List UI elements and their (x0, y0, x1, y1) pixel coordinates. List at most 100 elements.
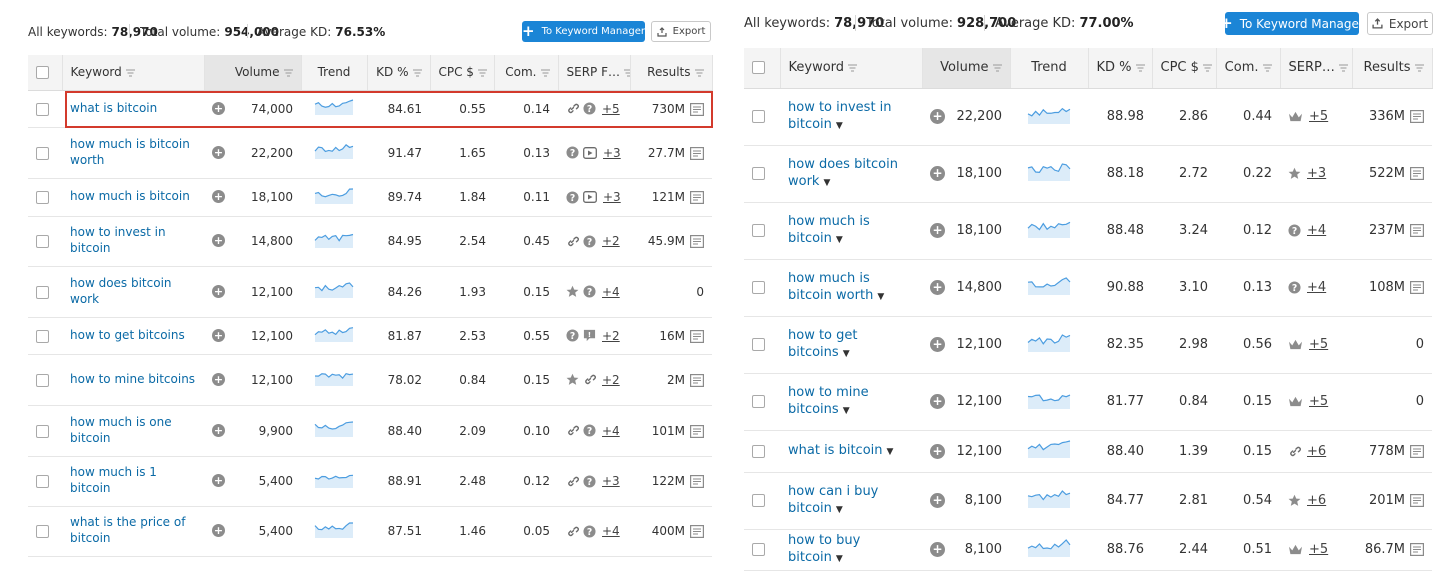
keyword-link[interactable]: how to mine bitcoins ▼ (788, 384, 869, 417)
serp-snapshot-icon[interactable] (690, 475, 704, 488)
volume-header[interactable]: Volume (922, 48, 1011, 89)
add-to-list-icon[interactable]: + (930, 337, 945, 352)
row-checkbox[interactable] (36, 475, 49, 488)
serp-snapshot-icon[interactable] (1410, 281, 1424, 294)
serp-more-link[interactable]: +3 (603, 190, 621, 204)
competition-header[interactable]: Com. (494, 55, 559, 91)
serp-snapshot-icon[interactable] (690, 424, 704, 438)
serp-more-link[interactable]: +4 (602, 284, 620, 299)
caret-down-icon[interactable]: ▼ (842, 405, 850, 416)
row-checkbox[interactable] (36, 285, 49, 299)
serp-features-header[interactable]: SERP F… (558, 55, 631, 91)
sort-icon[interactable] (992, 64, 1002, 72)
to-keyword-manager-button[interactable]: + To Keyword Manager (522, 21, 646, 42)
sort-icon[interactable] (1202, 64, 1212, 72)
caret-down-icon[interactable]: ▼ (835, 120, 843, 131)
caret-down-icon[interactable]: ▼ (835, 553, 843, 564)
serp-more-link[interactable]: +3 (603, 145, 621, 160)
keyword-link[interactable]: how much is bitcoin ▼ (788, 213, 870, 246)
caret-down-icon[interactable]: ▼ (886, 446, 894, 457)
serp-snapshot-icon[interactable] (1410, 444, 1424, 458)
caret-down-icon[interactable]: ▼ (835, 504, 843, 515)
keyword-link[interactable]: how to mine bitcoins (70, 371, 196, 386)
row-checkbox[interactable] (752, 281, 765, 294)
add-to-list-icon[interactable]: + (930, 542, 945, 557)
serp-more-link[interactable]: +2 (602, 372, 620, 387)
keyword-link[interactable]: how to get bitcoins ▼ (788, 327, 858, 360)
add-to-list-icon[interactable]: + (212, 524, 225, 537)
row-checkbox[interactable] (752, 395, 765, 408)
serp-snapshot-icon[interactable] (1410, 110, 1424, 123)
export-button[interactable]: Export (651, 21, 711, 42)
row-checkbox[interactable] (752, 110, 765, 123)
serp-more-link[interactable]: +6 (1307, 443, 1327, 459)
serp-more-link[interactable]: +5 (602, 101, 620, 116)
serp-more-link[interactable]: +3 (602, 474, 620, 488)
competition-header[interactable]: Com. (1216, 48, 1281, 89)
sort-icon[interactable] (283, 69, 293, 77)
keyword-link[interactable]: how does bitcoin work (70, 275, 172, 306)
add-to-list-icon[interactable]: + (930, 166, 945, 181)
row-checkbox[interactable] (36, 102, 49, 116)
serp-more-link[interactable]: +4 (1307, 280, 1327, 295)
serp-more-link[interactable]: +2 (602, 328, 620, 343)
results-header[interactable]: Results (630, 55, 713, 91)
serp-snapshot-icon[interactable] (690, 329, 704, 343)
sort-icon[interactable] (1338, 64, 1348, 72)
serp-more-link[interactable]: +5 (1309, 542, 1329, 557)
serp-more-link[interactable]: +5 (1309, 394, 1329, 409)
serp-snapshot-icon[interactable] (690, 525, 704, 538)
serp-more-link[interactable]: +6 (1307, 493, 1327, 508)
serp-more-link[interactable]: +5 (1309, 109, 1329, 124)
serp-snapshot-icon[interactable] (1410, 494, 1424, 507)
serp-more-link[interactable]: +4 (602, 423, 620, 438)
add-to-list-icon[interactable]: + (212, 101, 225, 115)
row-checkbox[interactable] (36, 191, 49, 204)
serp-snapshot-icon[interactable] (1410, 543, 1424, 556)
keyword-link[interactable]: how does bitcoin work ▼ (788, 156, 898, 189)
sort-icon[interactable] (694, 69, 704, 77)
keyword-link[interactable]: how much is bitcoin worth ▼ (788, 270, 885, 303)
row-checkbox[interactable] (36, 235, 49, 248)
add-to-list-icon[interactable]: + (930, 493, 945, 508)
caret-down-icon[interactable]: ▼ (823, 177, 831, 188)
add-to-list-icon[interactable]: + (212, 145, 225, 159)
caret-down-icon[interactable]: ▼ (877, 291, 885, 302)
add-to-list-icon[interactable]: + (212, 284, 225, 298)
serp-snapshot-icon[interactable] (690, 235, 704, 248)
cpc-header[interactable]: CPC $ (430, 55, 495, 91)
add-to-list-icon[interactable]: + (930, 394, 945, 409)
cpc-header[interactable]: CPC $ (1152, 48, 1217, 89)
sort-icon[interactable] (1135, 64, 1145, 72)
serp-more-link[interactable]: +4 (602, 524, 620, 538)
sort-icon[interactable] (624, 69, 630, 77)
add-to-list-icon[interactable]: + (212, 423, 225, 437)
serp-more-link[interactable]: +5 (1309, 337, 1329, 352)
add-to-list-icon[interactable]: + (930, 443, 945, 459)
select-all-checkbox[interactable] (36, 66, 49, 80)
serp-snapshot-icon[interactable] (690, 102, 704, 116)
serp-features-header[interactable]: SERP… (1280, 48, 1353, 89)
keyword-link[interactable]: how much is bitcoin (70, 189, 190, 204)
keyword-header[interactable]: Keyword (62, 55, 205, 91)
kd-header[interactable]: KD % (367, 55, 431, 91)
keyword-link[interactable]: how to buy bitcoin ▼ (788, 532, 861, 565)
add-to-list-icon[interactable]: + (212, 328, 225, 342)
serp-more-link[interactable]: +3 (1307, 166, 1327, 181)
keyword-link[interactable]: how to invest in bitcoin (70, 225, 166, 255)
add-to-list-icon[interactable]: + (212, 234, 225, 247)
kd-header[interactable]: KD % (1088, 48, 1153, 89)
sort-icon[interactable] (125, 69, 135, 77)
serp-more-link[interactable]: +2 (602, 234, 620, 248)
results-header[interactable]: Results (1352, 48, 1433, 89)
serp-snapshot-icon[interactable] (690, 373, 704, 387)
row-checkbox[interactable] (752, 444, 765, 458)
keyword-link[interactable]: what is the price of bitcoin (70, 515, 186, 545)
sort-icon[interactable] (477, 69, 487, 77)
serp-snapshot-icon[interactable] (1410, 167, 1424, 180)
add-to-list-icon[interactable]: + (930, 109, 945, 124)
keyword-link[interactable]: what is bitcoin ▼ (788, 442, 894, 458)
volume-header[interactable]: Volume (204, 55, 302, 91)
select-all-checkbox[interactable] (752, 61, 765, 75)
add-to-list-icon[interactable]: + (212, 190, 225, 203)
